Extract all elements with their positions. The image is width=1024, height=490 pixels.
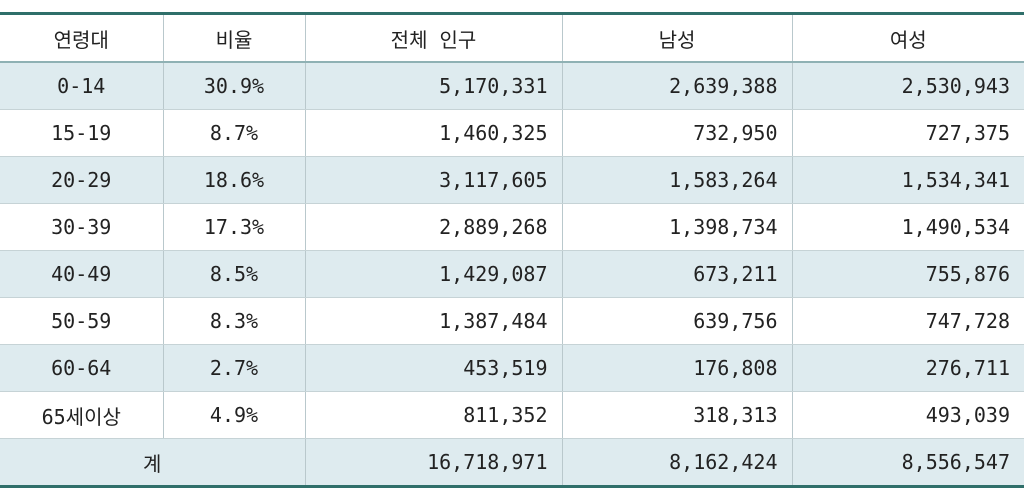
cell-male: 639,756 (561, 297, 792, 345)
cell-total-population: 1,429,087 (304, 250, 562, 298)
cell-age-group: 30-39 (0, 203, 163, 251)
cell-female: 2,530,943 (791, 62, 1024, 110)
cell-age-group: 60-64 (0, 344, 163, 392)
cell-ratio: 8.3% (162, 297, 305, 345)
cell-male: 176,808 (561, 344, 792, 392)
table-row: 65세이상 4.9% 811,352 318,313 493,039 (0, 391, 1024, 439)
cell-ratio: 2.7% (162, 344, 305, 392)
cell-total-population: 16,718,971 (304, 438, 562, 485)
header-female: 여성 (791, 15, 1024, 63)
total-row: 계 16,718,971 8,162,424 8,556,547 (0, 438, 1024, 485)
cell-total-population: 453,519 (304, 344, 562, 392)
cell-total-population: 5,170,331 (304, 62, 562, 110)
cell-ratio: 8.7% (162, 109, 305, 157)
table-body: 0-14 30.9% 5,170,331 2,639,388 2,530,943… (0, 62, 1024, 485)
header-total-population: 전체 인구 (304, 15, 562, 63)
cell-female: 747,728 (791, 297, 1024, 345)
table-row: 40-49 8.5% 1,429,087 673,211 755,876 (0, 250, 1024, 298)
cell-male: 2,639,388 (561, 62, 792, 110)
cell-female: 276,711 (791, 344, 1024, 392)
table-row: 15-19 8.7% 1,460,325 732,950 727,375 (0, 109, 1024, 157)
cell-age-group: 65세이상 (0, 391, 163, 439)
population-table-container: 연령대 비율 전체 인구 남성 여성 0-14 30.9% 5,170,331 … (0, 12, 1024, 488)
cell-female: 755,876 (791, 250, 1024, 298)
cell-total-label: 계 (0, 438, 305, 485)
header-row: 연령대 비율 전체 인구 남성 여성 (0, 15, 1024, 63)
table-row: 20-29 18.6% 3,117,605 1,583,264 1,534,34… (0, 156, 1024, 204)
header-age-group: 연령대 (0, 15, 163, 63)
cell-age-group: 40-49 (0, 250, 163, 298)
cell-female: 1,534,341 (791, 156, 1024, 204)
cell-age-group: 15-19 (0, 109, 163, 157)
cell-ratio: 17.3% (162, 203, 305, 251)
table-row: 50-59 8.3% 1,387,484 639,756 747,728 (0, 297, 1024, 345)
cell-male: 1,583,264 (561, 156, 792, 204)
cell-total-female: 8,556,547 (791, 438, 1024, 485)
cell-ratio: 4.9% (162, 391, 305, 439)
table-row: 60-64 2.7% 453,519 176,808 276,711 (0, 344, 1024, 392)
cell-age-group: 50-59 (0, 297, 163, 345)
table-row: 0-14 30.9% 5,170,331 2,639,388 2,530,943 (0, 62, 1024, 110)
cell-male: 673,211 (561, 250, 792, 298)
cell-ratio: 30.9% (162, 62, 305, 110)
cell-female: 727,375 (791, 109, 1024, 157)
cell-male: 732,950 (561, 109, 792, 157)
cell-age-group: 20-29 (0, 156, 163, 204)
table-row: 30-39 17.3% 2,889,268 1,398,734 1,490,53… (0, 203, 1024, 251)
cell-total-population: 1,387,484 (304, 297, 562, 345)
cell-age-group: 0-14 (0, 62, 163, 110)
cell-ratio: 8.5% (162, 250, 305, 298)
header-male: 남성 (561, 15, 792, 63)
cell-total-population: 3,117,605 (304, 156, 562, 204)
cell-total-male: 8,162,424 (561, 438, 792, 485)
cell-total-population: 811,352 (304, 391, 562, 439)
header-ratio: 비율 (162, 15, 305, 63)
cell-ratio: 18.6% (162, 156, 305, 204)
cell-female: 493,039 (791, 391, 1024, 439)
cell-male: 318,313 (561, 391, 792, 439)
cell-total-population: 2,889,268 (304, 203, 562, 251)
cell-female: 1,490,534 (791, 203, 1024, 251)
table-header: 연령대 비율 전체 인구 남성 여성 (0, 15, 1024, 63)
cell-total-population: 1,460,325 (304, 109, 562, 157)
cell-male: 1,398,734 (561, 203, 792, 251)
population-by-age-table: 연령대 비율 전체 인구 남성 여성 0-14 30.9% 5,170,331 … (0, 15, 1024, 485)
